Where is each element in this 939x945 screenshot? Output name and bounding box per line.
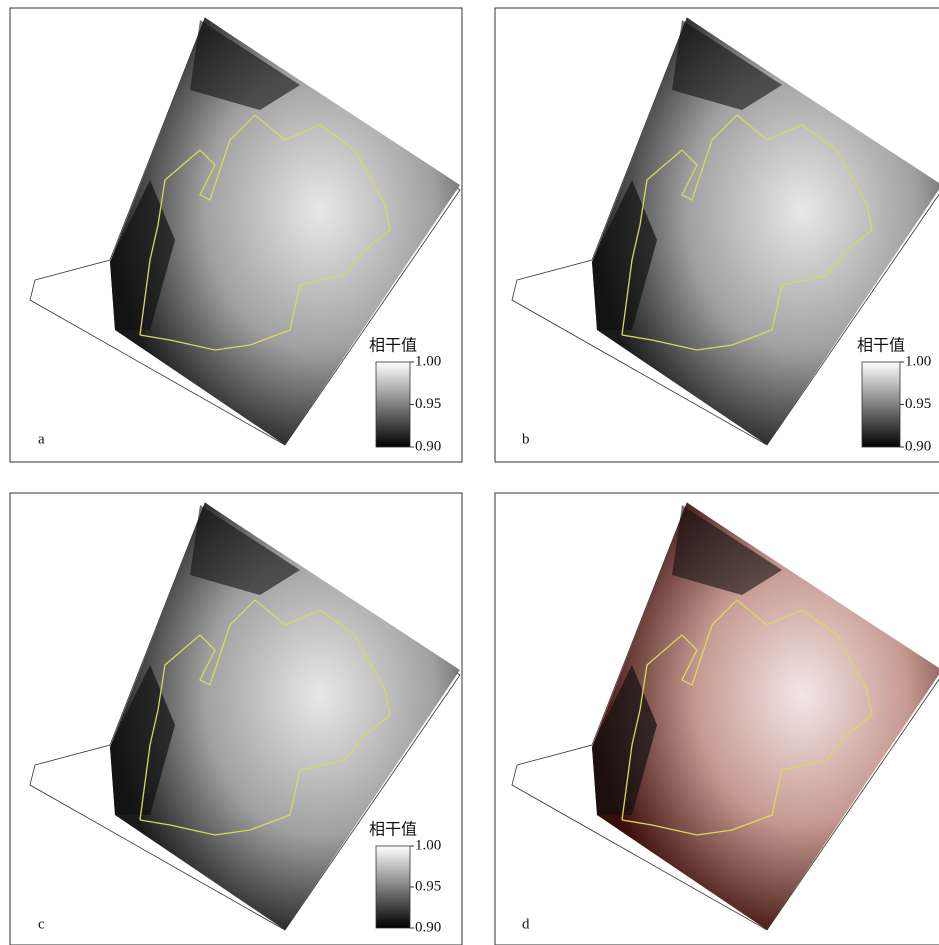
colorbar-tick-label: 0.95: [415, 396, 441, 412]
colorbar-tick-label: 1.00: [415, 837, 441, 853]
panel-label: c: [38, 916, 45, 932]
colorbar-tick-label: 0.95: [415, 878, 441, 894]
colorbar-tick-label: 0.90: [415, 438, 441, 454]
panel-label: a: [38, 431, 45, 447]
colorbar-tick-label: 1.00: [905, 353, 931, 369]
colorbar-tick-label: 0.90: [905, 438, 931, 454]
colorbar-tick-label: 0.95: [905, 396, 931, 412]
colorbar-title: 相干值: [369, 820, 417, 839]
panel-label: b: [522, 431, 530, 447]
colorbar: [861, 361, 901, 448]
colorbar-tick-label: 0.90: [415, 919, 441, 935]
colorbar: [375, 361, 411, 448]
panel-label: d: [522, 916, 530, 932]
colorbar-title: 相干值: [857, 336, 905, 355]
colorbar: [375, 845, 411, 929]
coherence-map: [511, 502, 939, 931]
colorbar-tick-label: 1.00: [415, 353, 441, 369]
panel-frames: [9, 7, 939, 945]
colorbar-title: 相干值: [369, 336, 417, 355]
